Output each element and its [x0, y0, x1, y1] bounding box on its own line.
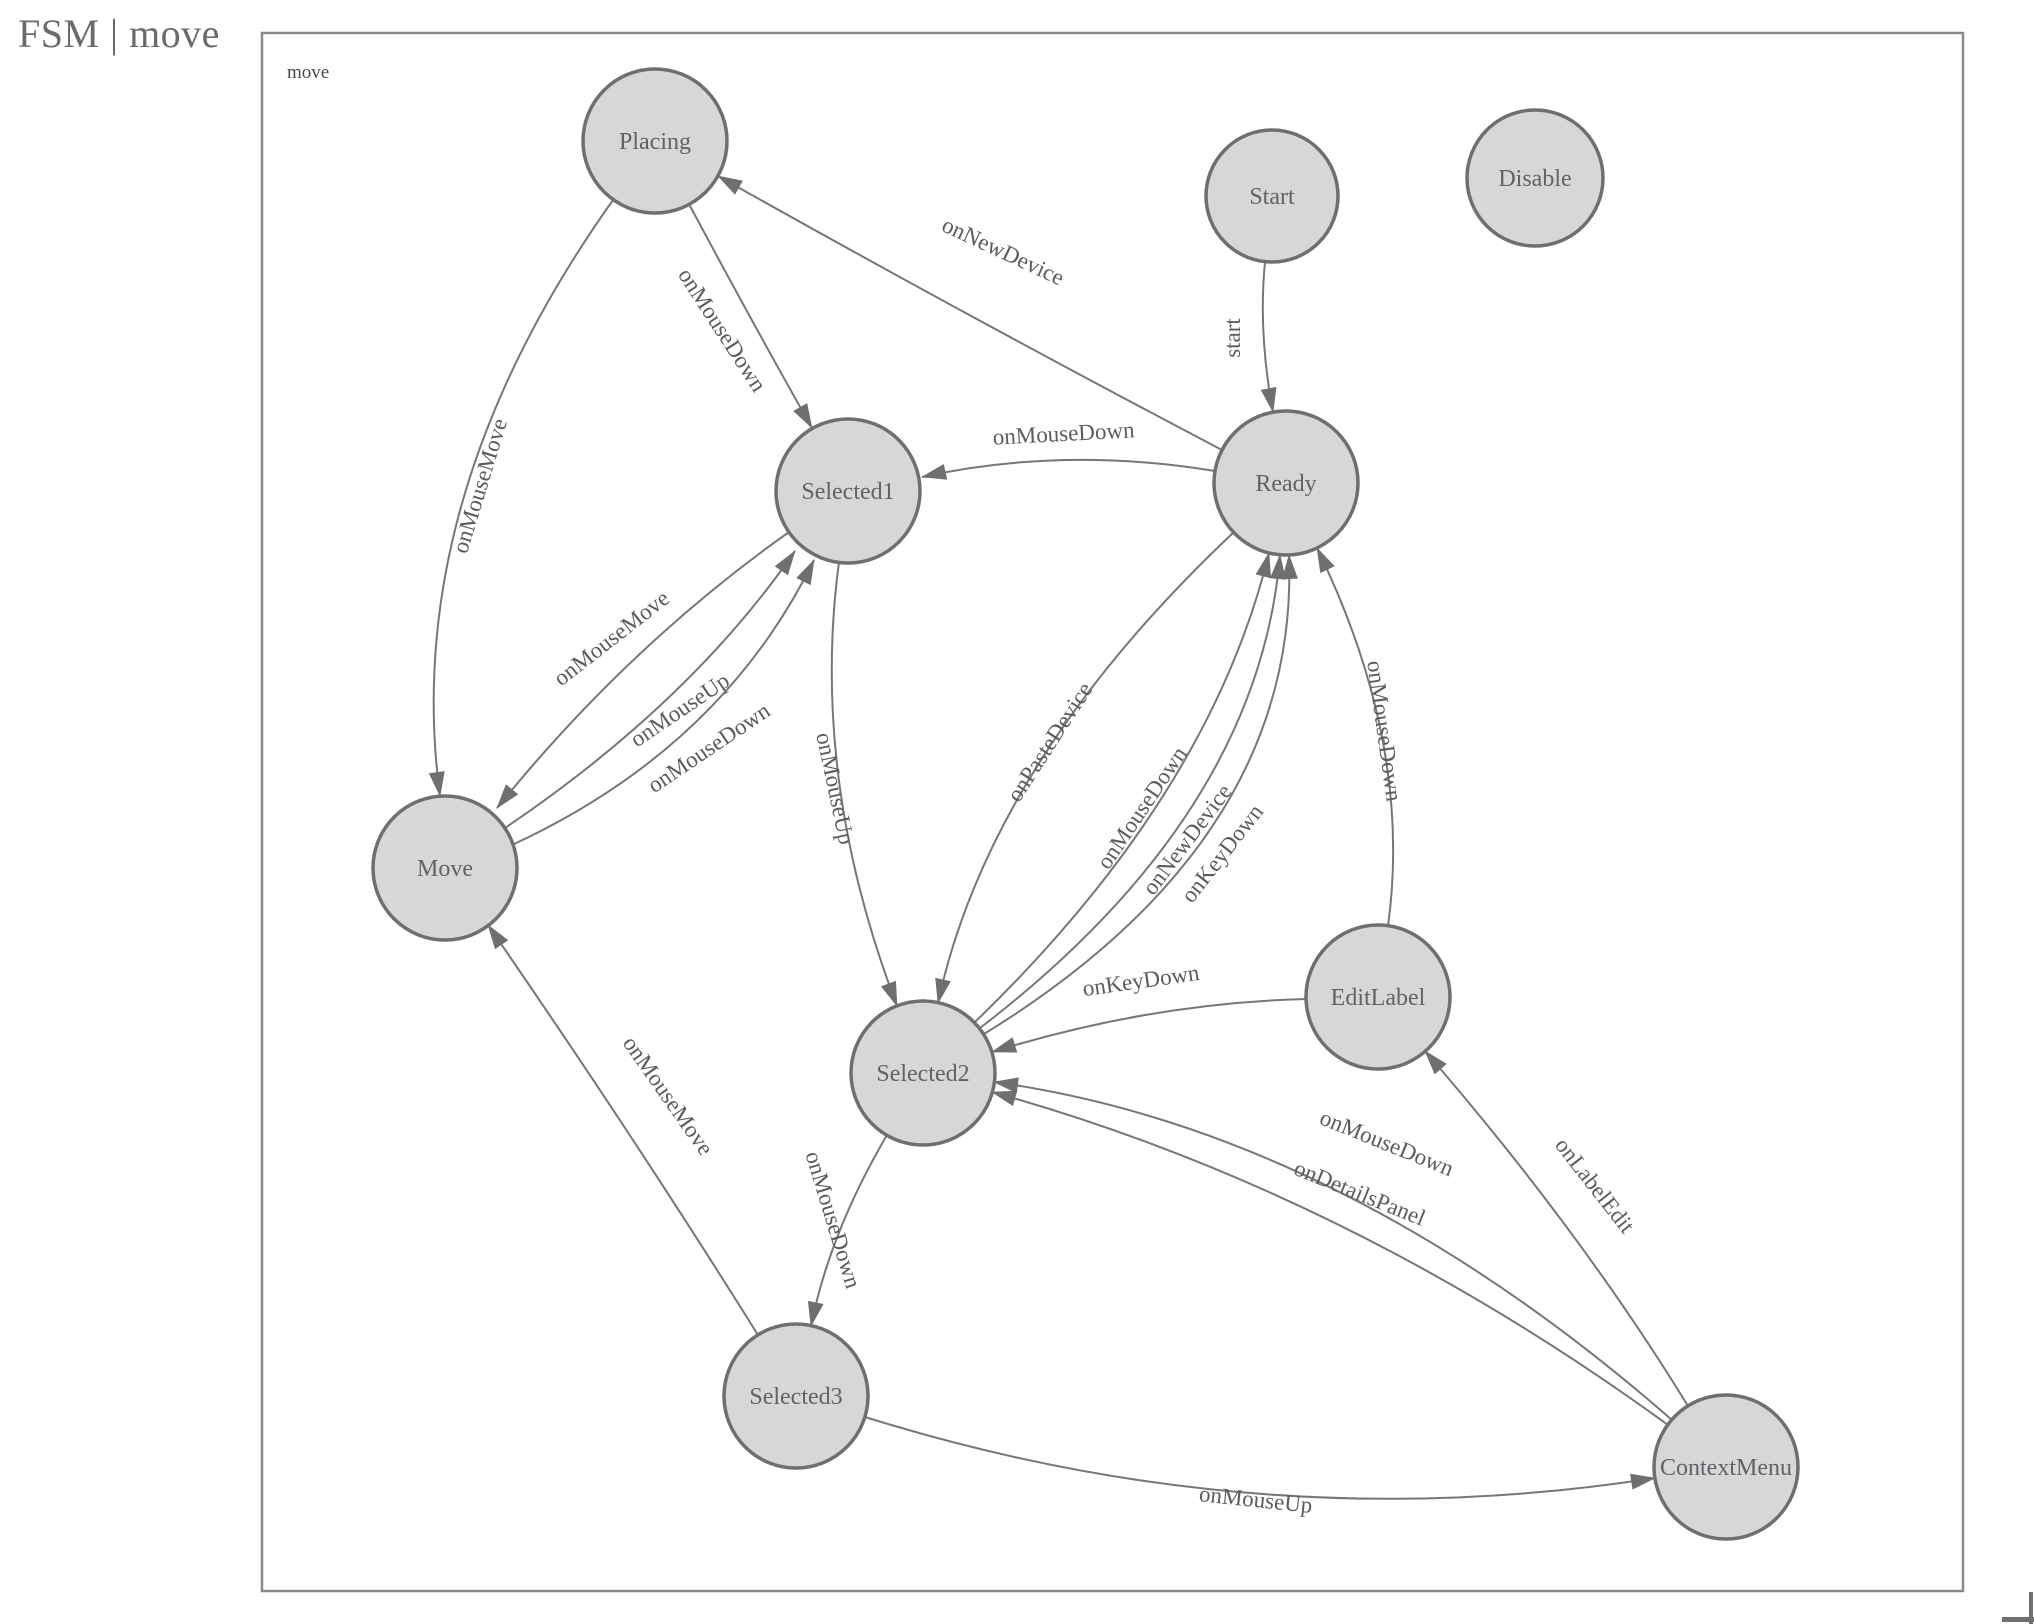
transitions-layer: start onNewDevice onMouseDown onMouseDown on… [428, 175, 1689, 1518]
state-node-selected3[interactable]: Selected3 [722, 1322, 870, 1470]
state-label: Disable [1498, 166, 1571, 192]
state-node-ready[interactable]: Ready [1212, 409, 1360, 557]
diagram-paper-border [260, 31, 1965, 1593]
transition-label: onDetailsPanel [1291, 1155, 1429, 1230]
transition-label: onKeyDown [1081, 960, 1201, 1001]
transition-Selected2-Ready-onKeyDown [983, 554, 1298, 1035]
resize-corner[interactable] [2002, 1592, 2034, 1624]
transition-label: start [1220, 318, 1245, 358]
transition-label: onMouseMove [448, 416, 513, 557]
transition-label: onMouseDown [1362, 659, 1407, 803]
state-label: Placing [619, 129, 691, 155]
transition-ContextMenu-Selected2-onDetailsPanel [991, 1090, 1669, 1426]
state-label: Ready [1255, 471, 1316, 497]
transition-Start-Ready-start [1260, 261, 1277, 413]
state-label: Start [1249, 184, 1295, 210]
transition-label: onMouseMove [549, 585, 674, 690]
transition-ContextMenu-EditLabel-onLabelEdit [1424, 1050, 1689, 1407]
state-label: Selected2 [876, 1061, 969, 1087]
transition-ContextMenu-Selected2-onMouseDown [993, 1077, 1673, 1421]
transition-Ready-Selected1-onMouseDown [921, 458, 1216, 480]
transition-EditLabel-Selected2-onKeyDown [991, 998, 1307, 1053]
state-node-move[interactable]: Move [371, 794, 519, 942]
transition-Placing-Selected1-onMouseDown [688, 203, 813, 429]
state-label: ContextMenu [1660, 1455, 1792, 1481]
transition-label: onNewDevice [938, 212, 1068, 290]
state-node-disable[interactable]: Disable [1465, 108, 1605, 248]
transition-Move-Selected1-onMouseDown [511, 559, 815, 846]
transition-Selected3-Move-onMouseMove [487, 924, 759, 1336]
transition-label: onMouseDown [800, 1148, 866, 1291]
state-node-selected2[interactable]: Selected2 [849, 999, 997, 1147]
transition-Selected2-Ready-onMouseDown [974, 552, 1272, 1023]
transition-Selected2-Ready-onNewDevice [979, 554, 1286, 1029]
transition-label: onMouseDown [992, 417, 1135, 449]
states-layer: Placing Start Disable Selected1 Ready Move Sel… [371, 67, 1800, 1541]
transition-Selected1-Selected2-onMouseUp [830, 561, 898, 1007]
transition-label: onMouseUp [811, 730, 859, 846]
transition-Selected1-Move-onMouseMove [496, 531, 790, 809]
state-label: Selected1 [801, 479, 894, 505]
transition-label: onMouseUp [1198, 1481, 1314, 1518]
page-title: FSM | move [18, 11, 220, 56]
transition-Selected2-Selected3-onMouseDown [807, 1134, 888, 1327]
state-node-selected1[interactable]: Selected1 [774, 417, 922, 565]
state-label: Move [417, 856, 473, 882]
transition-Selected3-ContextMenu-onMouseUp [864, 1416, 1656, 1500]
transition-label: onPasteDevice [1002, 678, 1097, 806]
transition-Ready-Placing-onNewDevice [717, 175, 1223, 451]
transition-Move-Selected1-onMouseUp [504, 550, 796, 829]
transition-Placing-Move-onMouseMove [428, 199, 614, 797]
state-node-placing[interactable]: Placing [581, 67, 729, 215]
state-label: EditLabel [1331, 985, 1426, 1011]
transition-Ready-Selected2-onPasteDevice [935, 531, 1235, 1004]
state-node-contextmenu[interactable]: ContextMenu [1652, 1393, 1800, 1541]
state-node-start[interactable]: Start [1204, 128, 1340, 264]
state-node-editlabel[interactable]: EditLabel [1304, 923, 1452, 1071]
state-label: Selected3 [749, 1384, 842, 1410]
transition-EditLabel-Ready-onMouseDown [1316, 547, 1395, 927]
canvas-label: move [287, 62, 329, 83]
